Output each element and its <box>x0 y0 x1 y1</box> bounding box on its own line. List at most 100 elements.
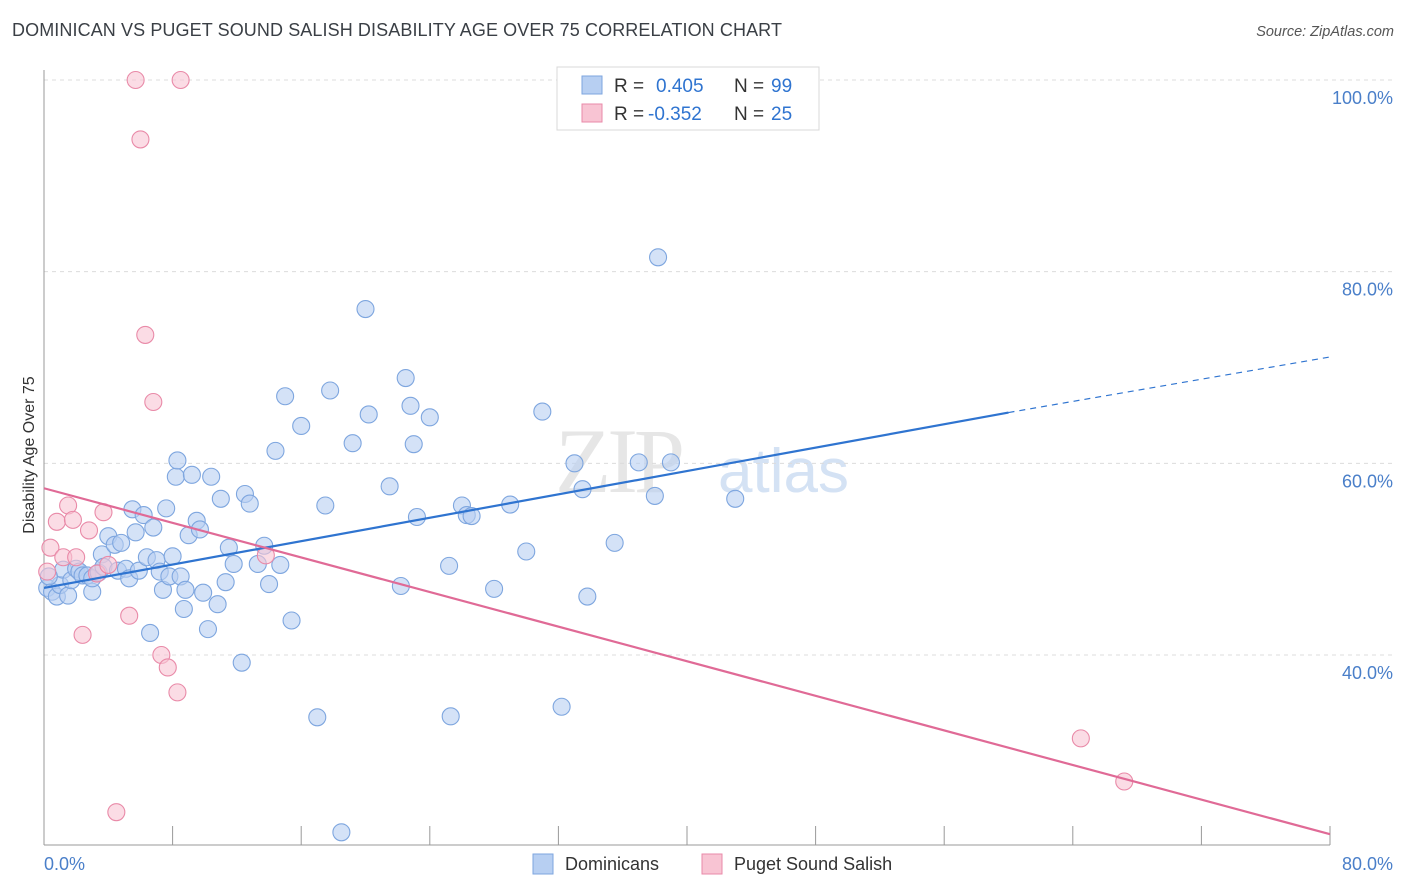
watermark: ZIP atlas <box>555 410 849 512</box>
dominicans-point-90 <box>629 453 648 472</box>
dominicans-point-77 <box>441 707 460 726</box>
puget-point-2 <box>47 512 66 531</box>
dominicans-point-5 <box>59 586 78 605</box>
trend-lines <box>43 356 1331 836</box>
dominicans-point-41 <box>182 465 201 484</box>
dominicans-point-27 <box>141 623 160 643</box>
dominicans-point-61 <box>282 611 301 630</box>
series-dominicans-points <box>38 70 745 842</box>
y-axis-label: Disability Age Over 75 <box>21 376 38 534</box>
dominicans-point-59 <box>271 555 290 574</box>
puget-point-1 <box>41 538 60 557</box>
dominicans-point-48 <box>211 489 230 508</box>
dominicans-point-81 <box>485 579 504 598</box>
puget-point-17 <box>144 392 163 412</box>
legend-n-label-blue: N = <box>734 76 764 97</box>
dominicans-point-44 <box>194 583 213 602</box>
dominicans-point-63 <box>308 708 327 727</box>
dominicans-point-23 <box>126 523 145 542</box>
dominicans-point-38 <box>174 599 193 619</box>
dominicans-point-74 <box>407 507 426 527</box>
legend-item-dominicans-label: Dominicans <box>565 854 659 874</box>
y-tick-label-100: 100.0% <box>1332 88 1393 108</box>
dominicans-point-96 <box>726 489 745 508</box>
dominicans-point-45 <box>198 620 218 639</box>
puget-point-15 <box>131 130 150 149</box>
legend-r-label-blue: R = <box>614 76 644 97</box>
source-label: Source: ZipAtlas.com <box>1256 24 1394 40</box>
dominicans-point-88 <box>578 587 597 606</box>
legend-n-value-blue: 99 <box>771 76 792 97</box>
puget-point-16 <box>136 325 155 344</box>
dominicans-point-60 <box>276 387 295 406</box>
dominicans-point-91 <box>645 486 664 505</box>
dominicans-point-92 <box>649 248 668 267</box>
dominicans-point-52 <box>232 653 251 672</box>
dominicans-point-98 <box>332 823 351 842</box>
dominicans-point-66 <box>343 434 362 453</box>
dominicans-point-36 <box>168 451 187 470</box>
dominicans-point-58 <box>266 441 285 460</box>
puget-point-23 <box>1071 729 1090 748</box>
dominicans-point-86 <box>565 454 584 473</box>
legend-n-value-pink: 25 <box>771 104 792 125</box>
dominicans-point-93 <box>661 453 680 472</box>
puget-point-0 <box>38 562 57 581</box>
dominicans-point-47 <box>208 595 227 614</box>
dominicans-point-54 <box>240 494 259 513</box>
puget-point-12 <box>107 803 126 822</box>
gridlines <box>44 79 1393 656</box>
dominicans-point-84 <box>533 402 552 421</box>
dominicans-point-83 <box>517 542 536 561</box>
chart-title: DOMINICAN VS PUGET SOUND SALISH DISABILI… <box>12 20 783 40</box>
legend-r-label-pink: R = <box>614 104 644 125</box>
stats-legend: R = 0.405 N = 99 R = -0.352 N = 25 <box>556 66 820 131</box>
x-axis-ticks <box>43 826 1331 845</box>
dominicans-point-75 <box>420 408 439 427</box>
trend-line-puget <box>43 487 1331 836</box>
legend-item-dominicans-swatch <box>532 853 554 875</box>
legend-swatch-pink <box>581 103 603 123</box>
series-puget-sound-salish-points <box>38 70 1134 822</box>
dominicans-point-46 <box>202 467 221 486</box>
dominicans-point-69 <box>380 477 399 496</box>
trend-line-dominicans <box>43 411 1009 589</box>
puget-point-21 <box>171 70 190 90</box>
x-tick-label-80: 80.0% <box>1342 854 1393 874</box>
dominicans-point-28 <box>144 518 163 537</box>
puget-point-13 <box>120 606 139 625</box>
dominicans-point-62 <box>292 416 311 436</box>
dominicans-point-57 <box>259 575 279 594</box>
dominicans-point-32 <box>157 499 176 518</box>
legend-swatch-blue <box>581 75 603 95</box>
legend-r-value-pink: -0.352 <box>648 104 702 125</box>
y-tick-label-40: 40.0% <box>1342 663 1393 683</box>
dominicans-point-73 <box>404 435 423 454</box>
dominicans-point-85 <box>552 697 571 716</box>
puget-point-7 <box>73 625 92 644</box>
dominicans-point-65 <box>321 381 340 400</box>
dominicans-point-64 <box>316 496 335 515</box>
dominicans-point-19 <box>112 533 131 552</box>
dominicans-point-67 <box>356 299 375 319</box>
x-tick-label-0: 0.0% <box>44 854 85 874</box>
y-tick-labels: 40.0% 60.0% 80.0% 100.0% <box>1332 88 1393 683</box>
trend-line-dominicans-extension <box>1008 356 1331 414</box>
puget-point-14 <box>126 70 145 90</box>
dominicans-point-34 <box>163 547 182 566</box>
dominicans-point-49 <box>216 573 235 592</box>
y-tick-label-60: 60.0% <box>1342 471 1393 491</box>
puget-point-6 <box>67 548 86 567</box>
dominicans-point-50 <box>219 538 238 557</box>
dominicans-point-51 <box>224 554 243 574</box>
dominicans-point-39 <box>176 580 195 599</box>
puget-point-5 <box>63 510 82 529</box>
puget-point-8 <box>79 521 99 540</box>
legend-r-value-blue: 0.405 <box>656 76 704 97</box>
legend-item-puget-label: Puget Sound Salish <box>734 854 892 874</box>
puget-point-20 <box>168 683 187 702</box>
series-legend: Dominicans Puget Sound Salish <box>532 853 892 875</box>
dominicans-point-68 <box>359 405 378 424</box>
dominicans-point-72 <box>401 396 420 415</box>
